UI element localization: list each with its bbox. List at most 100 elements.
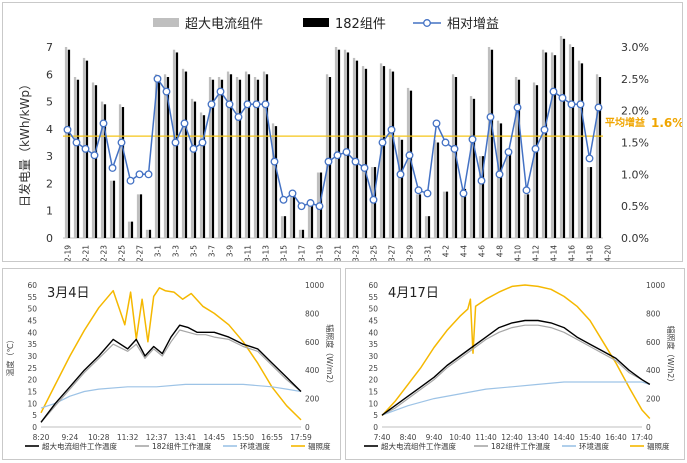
y-right-tick-label: 1000 [646,281,665,290]
y-right-tick-label: 0.0% [621,232,649,245]
gain-point [585,154,594,163]
bar-182 [202,115,206,238]
bar-182 [337,49,341,238]
chart-title: 4月17日 [388,286,439,301]
bar-182 [256,79,260,238]
legend-label-gain: 相对增益 [447,17,499,32]
x-tick-label: 2-25 [118,245,127,261]
gain-point [63,125,72,134]
y-left-tick-label: 0 [32,423,37,432]
bar-182 [571,47,575,238]
gain-point [234,113,243,121]
gain-point [252,100,261,109]
bar-182 [283,216,287,238]
y-right-tick-label: 800 [305,309,320,318]
bar-large-current [586,167,590,238]
x-tick-label: 4-6 [478,245,487,257]
gain-point [189,144,198,153]
gain-point [117,138,126,147]
x-tick-label: 11:40 [475,433,497,442]
bar-large-current [145,229,149,238]
gain-point [72,138,81,147]
y-right-tick-label: 200 [646,395,661,404]
gain-point [279,195,288,204]
top-chart-panel: 0 1 2 3 4 5 6 7 0.0% 0.5% 1.0% 1.5% 2.0% 2.5% 3.0% 日发电量… [2,2,684,262]
gain-point [198,138,207,147]
series-182-temp [381,324,651,416]
bar-large-current [514,77,518,238]
y-left-tick-label: 45 [368,317,378,326]
x-tick-label: 9:40 [426,433,443,442]
y-left-tick-label: 15 [368,388,378,397]
bar-182 [148,229,152,238]
bar-182 [562,38,566,238]
bar-182 [76,79,80,238]
series-182-temp [40,329,302,423]
y-right-tick-label: 800 [646,309,661,318]
bar-large-current [280,216,284,238]
x-tick-label: 2-21 [82,245,91,261]
x-tick-label: 3-29 [406,245,415,261]
y-left-tick-label: 30 [27,352,37,361]
legend-label: 超大电流组件工作温度 [42,441,117,451]
bar-large-current [550,52,554,239]
gain-point [549,87,558,96]
gain-point [324,157,333,166]
x-tick-label: 4-12 [532,245,541,261]
y-right-tick-label: 1.5% [621,137,649,150]
gain-point [576,100,585,109]
y-left-tick-label: 5 [32,411,37,420]
bar-182 [220,79,224,238]
y-left-tick-label: 60 [27,281,37,290]
y-right-tick-label: 600 [305,338,320,347]
gain-point [567,100,576,109]
x-tick-label: 9:24 [61,433,78,442]
bar-182 [265,74,269,239]
gain-point [369,195,378,204]
bar-large-current [334,47,338,238]
gain-point [162,87,171,96]
bar-182 [427,216,431,238]
x-tick-label: 4-14 [550,245,559,261]
bar-182 [490,49,494,238]
gain-point [225,100,234,109]
gain-point [594,103,603,112]
bar-182 [346,52,350,239]
bar-182 [553,55,557,238]
bar-large-current [199,112,203,238]
y-left-tick-label: 2 [46,177,53,190]
bar-large-current [190,98,194,238]
x-tick-label: 3-9 [226,245,235,257]
x-tick-label: 15:50 [232,433,254,442]
x-tick-label: 4-10 [514,245,523,261]
x-tick-label: 8:20 [33,433,50,442]
y-right-axis-label: 辐照度（W/m2） [325,324,335,388]
bar-large-current [226,71,230,238]
legend-label: 环境温度 [579,441,609,451]
gain-point [333,151,342,160]
gain-point [108,164,117,172]
x-tick-label: 3-15 [280,245,289,261]
bar-large-current [532,82,536,238]
gain-point [153,74,162,83]
bar-large-current [460,188,464,238]
x-tick-label: 14:45 [204,433,226,442]
bar-large-current [244,71,248,238]
x-tick-label: 4-4 [460,245,469,257]
bar-large-current [307,205,311,238]
bar-182 [130,221,134,238]
chart-title: 3月4日 [47,286,90,301]
bar-182 [184,71,188,238]
gain-point [315,202,324,211]
bar-large-current [361,66,365,238]
x-tick-label: 14:40 [553,433,575,442]
y-left-tick-label: 0 [46,232,53,245]
bar-182 [292,197,296,238]
bar-182 [139,194,143,238]
bar-large-current [91,82,95,238]
y-right-tick-label: 0.5% [621,200,649,213]
gain-point [441,138,450,147]
bar-large-current [109,180,113,238]
bar-182 [211,79,215,238]
bar-large-current [505,150,509,238]
